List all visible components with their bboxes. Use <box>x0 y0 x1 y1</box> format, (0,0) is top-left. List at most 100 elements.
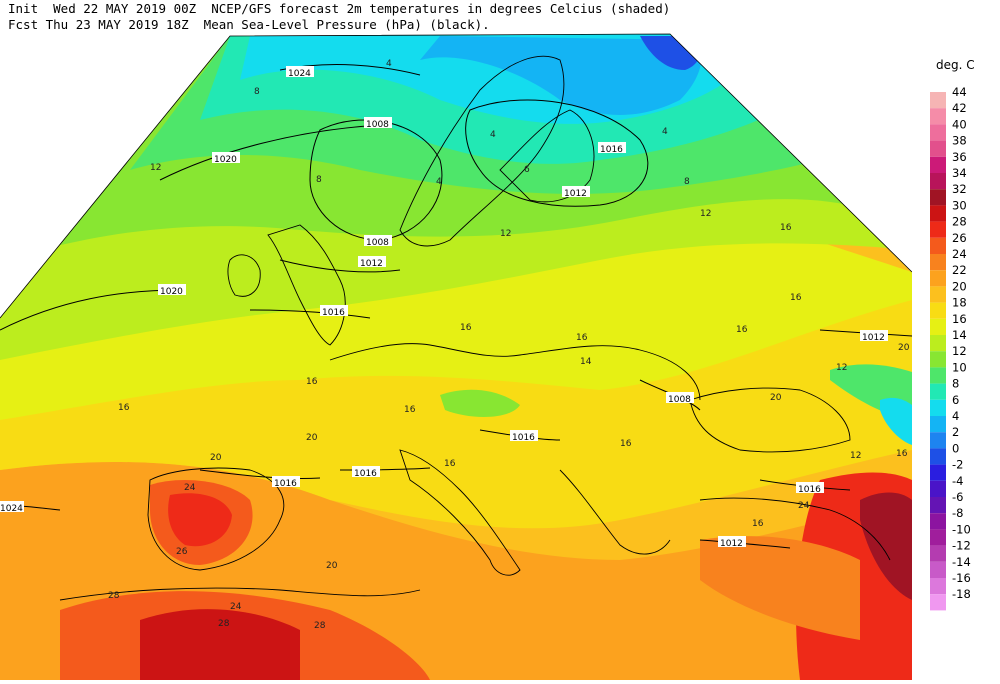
coast-finland-baltic <box>499 109 595 203</box>
isobar-label-bg <box>320 305 348 316</box>
coast-north-europe <box>329 343 701 401</box>
temp-label: 4 <box>436 177 442 187</box>
legend-swatch <box>930 254 946 271</box>
legend-swatch <box>930 302 946 319</box>
temp-patch-alps <box>440 389 520 417</box>
temp-label: 24 <box>230 602 242 612</box>
temp-label: 4 <box>490 130 496 140</box>
isobar-label-bg <box>860 330 888 341</box>
coast-turkey <box>699 497 891 561</box>
temperature-map-svg: 1024 1020 1020 1008 1016 1012 1008 1012 … <box>0 33 913 680</box>
temp-label: 16 <box>576 333 588 343</box>
legend-label: 34 <box>952 166 967 180</box>
legend-swatch <box>930 108 946 125</box>
legend-swatch <box>930 140 946 157</box>
isobar-label-bg <box>364 117 392 128</box>
legend-swatch <box>930 448 946 465</box>
isobar-1012 <box>279 259 401 273</box>
isobar-1008-low <box>309 119 443 241</box>
legend-swatch <box>930 221 946 238</box>
temp-label: 12 <box>850 451 861 461</box>
temp-label: 8 <box>254 87 260 97</box>
temp-band-24-levant <box>700 536 860 640</box>
isobar-label-bg <box>666 392 694 403</box>
temp-label: 28 <box>314 621 326 631</box>
legend-swatch <box>930 480 946 497</box>
legend-swatch <box>930 318 946 335</box>
legend-title: deg. C <box>936 58 975 72</box>
isobar-label: 1016 <box>600 145 623 155</box>
isobar-label: 1012 <box>720 539 743 549</box>
legend-label: -4 <box>952 474 963 488</box>
legend-swatch <box>930 367 946 384</box>
temp-label: 16 <box>736 325 748 335</box>
legend-label: -12 <box>952 539 971 553</box>
isobar-label: 1020 <box>214 155 237 165</box>
isobar-label-bg <box>510 430 538 441</box>
legend-swatch <box>930 399 946 416</box>
temp-label: 12 <box>150 163 161 173</box>
temp-band-30-africa <box>140 609 300 680</box>
legend-label: 36 <box>952 150 967 164</box>
isobar-1020-north <box>159 124 381 181</box>
temp-label: 16 <box>460 323 472 333</box>
legend-label: 40 <box>952 117 967 131</box>
legend-label: -14 <box>952 555 971 569</box>
temp-label: 8 <box>684 177 690 187</box>
coast-italy <box>399 449 521 576</box>
temp-patch-caucasus-cold <box>880 397 912 445</box>
temp-band-4 <box>420 36 702 115</box>
legend-label: 6 <box>952 393 959 407</box>
coast-north-africa <box>59 587 421 601</box>
legend-label: 4 <box>952 409 959 423</box>
isobar-label-bg <box>352 466 380 477</box>
temp-label: 24 <box>798 501 810 511</box>
legend-label: 32 <box>952 182 967 196</box>
temp-label: 16 <box>620 439 632 449</box>
legend-label: 0 <box>952 441 959 455</box>
temperature-field <box>0 34 912 680</box>
map-header: Init Wed 22 MAY 2019 00Z NCEP/GFS foreca… <box>8 1 768 33</box>
temp-label: 16 <box>118 403 130 413</box>
isobar-label: 1008 <box>366 120 389 130</box>
temp-label: 12 <box>836 363 847 373</box>
isobar-labels: 1024 1020 1020 1008 1016 1012 1008 1012 … <box>0 66 888 549</box>
isobar-label: 1020 <box>160 287 183 297</box>
forecast-map: 1024 1020 1020 1008 1016 1012 1008 1012 … <box>0 32 913 680</box>
temp-label: 20 <box>898 343 910 353</box>
temp-label: 16 <box>780 223 792 233</box>
legend-swatch <box>930 513 946 530</box>
legend-swatch <box>930 464 946 481</box>
temp-label: 8 <box>316 175 322 185</box>
legend-label: 22 <box>952 263 967 277</box>
coast-ireland <box>227 254 261 297</box>
legend-label: 44 <box>952 85 967 99</box>
temp-label: 12 <box>700 209 711 219</box>
legend-swatch <box>930 92 946 109</box>
legend-label: 30 <box>952 198 967 212</box>
temp-label: 6 <box>524 165 530 175</box>
isobar-label-bg <box>598 142 626 153</box>
isobar-label-bg <box>0 501 24 512</box>
isobar-label: 1024 <box>0 504 23 514</box>
legend-swatch <box>930 173 946 190</box>
temp-label: 20 <box>770 393 782 403</box>
temp-label: 16 <box>896 449 908 459</box>
temp-label: 16 <box>444 459 456 469</box>
isobar-1016-france <box>339 467 431 471</box>
coast-black-sea <box>689 387 851 453</box>
legend-label: -16 <box>952 571 971 585</box>
temp-label: 4 <box>662 127 668 137</box>
legend-swatch <box>930 189 946 206</box>
temp-label: 16 <box>404 405 416 415</box>
isobar-label-bg <box>212 152 240 163</box>
coast-scandinavia <box>399 55 565 247</box>
isobar-label-bg <box>286 66 314 77</box>
legend-swatch <box>930 270 946 287</box>
isobar-1016-mid <box>249 309 371 319</box>
isobar-label: 1016 <box>512 433 535 443</box>
isobar-1016-east <box>465 99 649 207</box>
isobar-label-bg <box>562 186 590 197</box>
legend-label: -8 <box>952 506 963 520</box>
legend-label: -2 <box>952 458 963 472</box>
